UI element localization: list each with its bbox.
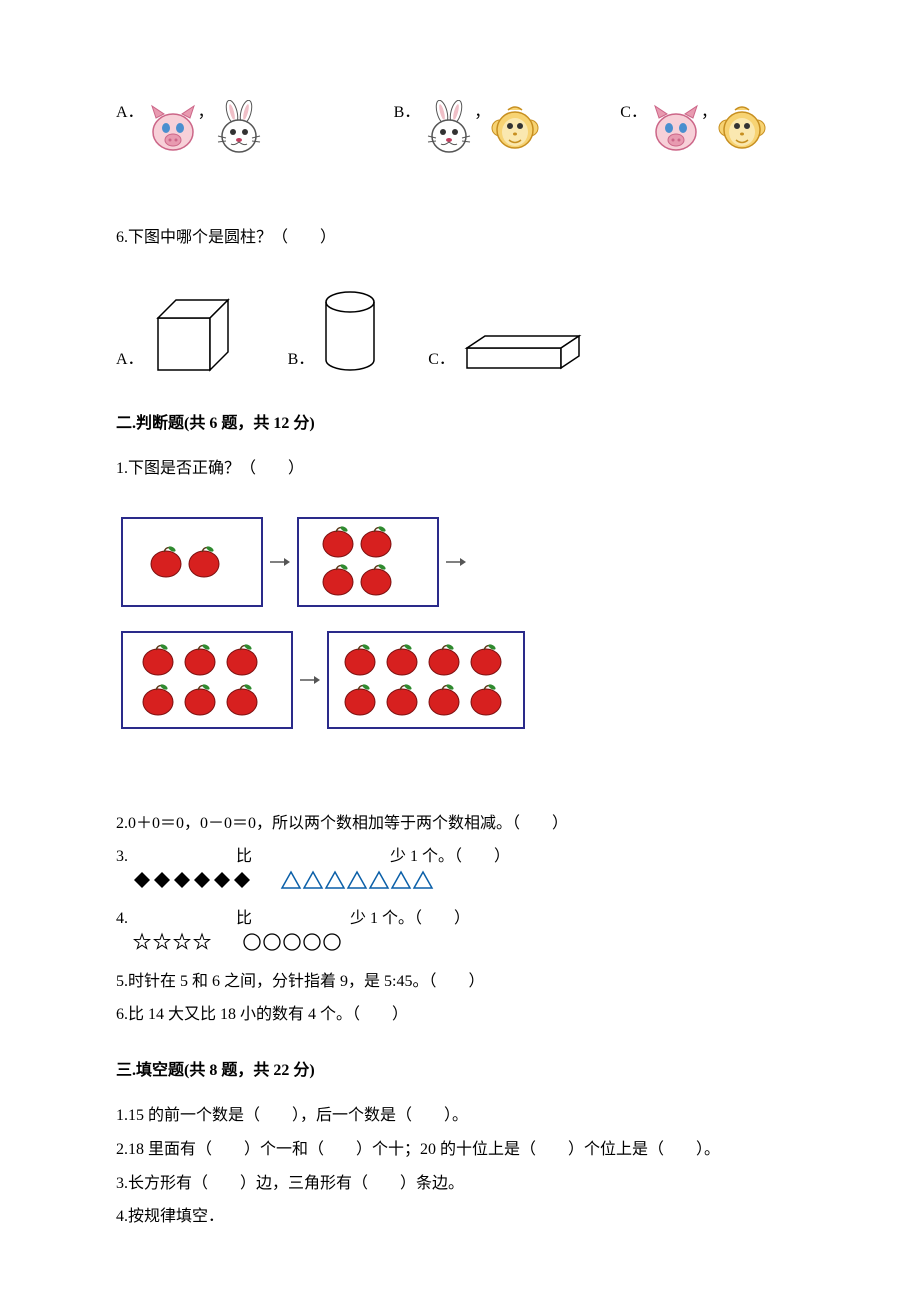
q6-optA-label: A． (116, 347, 144, 373)
monkey-icon (490, 100, 540, 165)
q5-optA-comma: ， (198, 100, 214, 126)
sec3-q3: 3.长方形有（ ）边，三角形有（ ）条边。 (116, 1171, 804, 1197)
sec2-q4-pre: 4. (116, 910, 128, 927)
sec2-q1: 1.下图是否正确？（ ） (116, 456, 804, 482)
monkey-icon (717, 100, 767, 165)
q6-optC: C． (428, 332, 583, 381)
rabbit-icon (214, 100, 264, 165)
q5-optB-label: B． (394, 100, 421, 126)
q6-optB-label: B． (288, 347, 315, 373)
sec2-q3-mid: 比 (236, 848, 252, 865)
sec3-q4: 4.按规律填空． (116, 1204, 804, 1230)
sec2-q4-mid: 比 (236, 910, 252, 927)
triangles-icon (280, 870, 440, 899)
sec2-q4-post: 少 1 个。（ ） (350, 910, 470, 927)
sec2-q4: 4. 比 少 1 个。（ ） (116, 906, 804, 960)
q6-text: 6.下图中哪个是圆柱？（ ） (116, 225, 804, 251)
q6-optC-label: C． (428, 347, 455, 373)
slab-icon (463, 332, 583, 381)
sec2-q6: 6.比 14 大又比 18 小的数有 4 个。（ ） (116, 1002, 804, 1028)
sec2-q3-pre: 3. (116, 848, 128, 865)
sec2-q3: 3. 比 少 1 个。（ ） (116, 844, 804, 898)
apple-diagram (116, 512, 804, 761)
stars-icon (132, 932, 222, 961)
sec3-q1: 1.15 的前一个数是（ ），后一个数是（ ）。 (116, 1103, 804, 1129)
q5-optA: A． ， (116, 100, 264, 165)
pig-icon (651, 100, 701, 165)
q5-optB-comma: ， (474, 100, 490, 126)
q5-optC: C． ， (620, 100, 767, 165)
q5-optC-comma: ， (701, 100, 717, 126)
cylinder-icon (322, 290, 378, 381)
q6-optB: B． (288, 290, 379, 381)
sec2-q5: 5.时针在 5 和 6 之间，分针指着 9，是 5:45。（ ） (116, 969, 804, 995)
sec2-q2: 2.0＋0＝0，0－0＝0，所以两个数相加等于两个数相减。（ ） (116, 811, 804, 837)
sec2-title: 二.判断题(共 6 题，共 12 分) (116, 411, 804, 437)
sec3-title: 三.填空题(共 8 题，共 22 分) (116, 1058, 804, 1084)
q5-optC-label: C． (620, 100, 647, 126)
q5-optB: B． ， (394, 100, 541, 165)
q6-optA: A． (116, 296, 238, 381)
sec3-q2: 2.18 里面有（ ）个一和（ ）个十；20 的十位上是（ ）个位上是（ ）。 (116, 1137, 804, 1163)
q6-options: A． B． C． (116, 290, 804, 381)
diamonds-icon (132, 870, 260, 899)
sec2-q3-post: 少 1 个。（ ） (390, 848, 510, 865)
rabbit-icon (424, 100, 474, 165)
cube-icon (152, 296, 238, 381)
circles-icon (242, 932, 352, 961)
pig-icon (148, 100, 198, 165)
q5-optA-label: A． (116, 100, 144, 126)
q5-options: A． ， (116, 100, 804, 165)
